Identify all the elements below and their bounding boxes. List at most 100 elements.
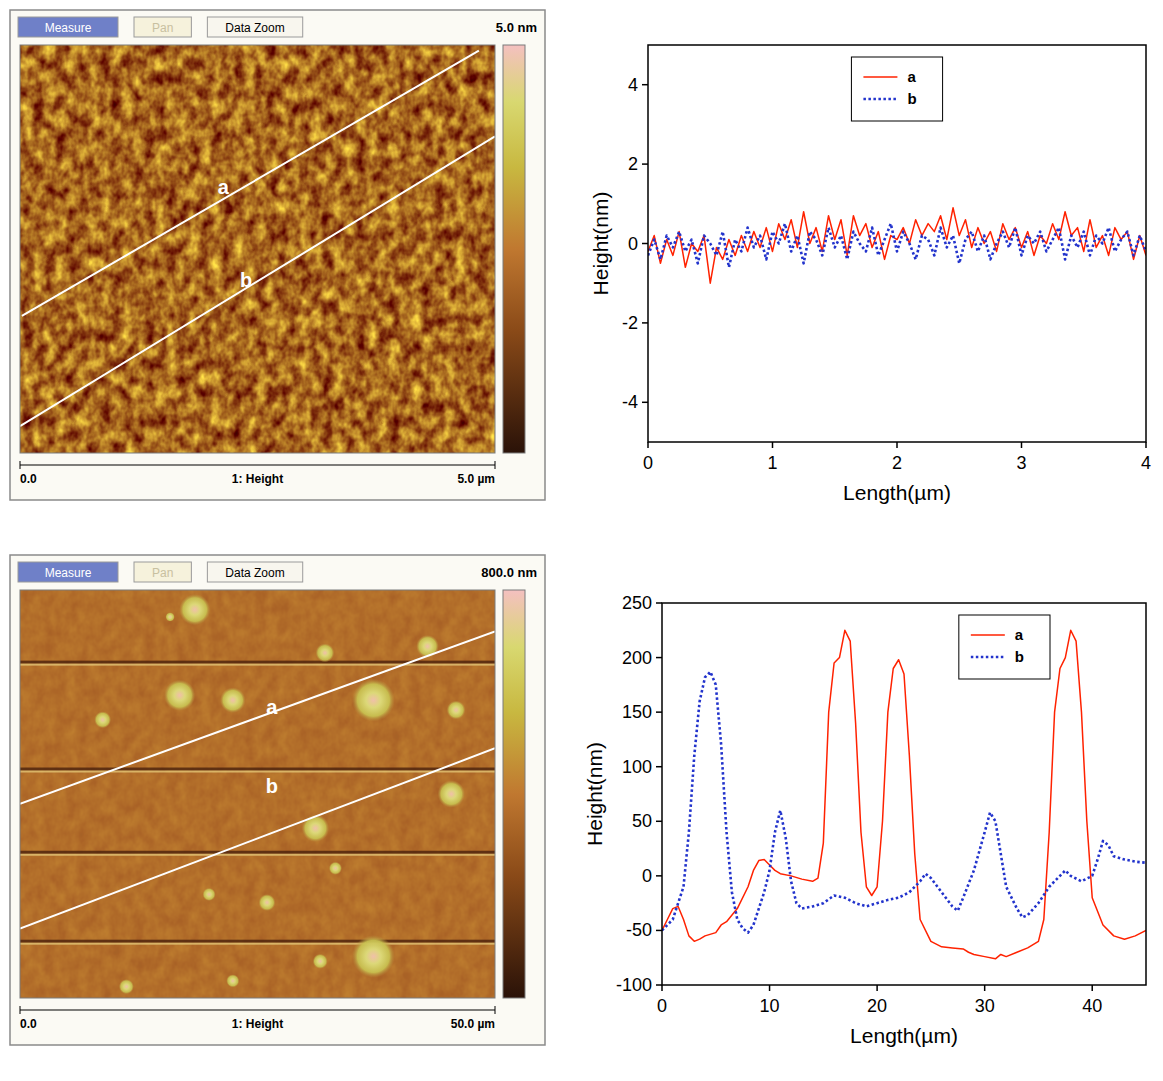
particle bbox=[352, 935, 395, 978]
particle bbox=[94, 711, 111, 728]
z-range-label: 800.0 nm bbox=[481, 565, 537, 580]
scan-streak-light bbox=[20, 664, 495, 666]
legend: ab bbox=[851, 57, 942, 121]
x-tick bbox=[876, 985, 878, 991]
y-tick bbox=[642, 243, 648, 245]
y-tick-label: 0 bbox=[628, 234, 638, 254]
legend-box bbox=[851, 57, 942, 121]
y-tick bbox=[642, 84, 648, 86]
scale-label: 50.0 µm bbox=[451, 1017, 495, 1031]
profile-line bbox=[20, 136, 495, 426]
afm-panel: MeasurePanData Zoom800.0 nmab0.01: Heigh… bbox=[10, 555, 545, 1045]
x-axis-title: Length(µm) bbox=[843, 481, 951, 504]
chart: 010203040-100-50050100150200250Length(µm… bbox=[583, 593, 1146, 1047]
x-tick bbox=[661, 985, 663, 991]
series-line bbox=[648, 208, 1146, 283]
x-tick bbox=[896, 442, 898, 448]
y-tick bbox=[656, 984, 662, 986]
y-tick-label: -100 bbox=[616, 975, 652, 995]
y-tick-label: 150 bbox=[622, 702, 652, 722]
y-tick bbox=[656, 602, 662, 604]
series-line bbox=[648, 224, 1146, 268]
legend-box bbox=[959, 615, 1050, 679]
toolbar-button[interactable] bbox=[207, 562, 302, 582]
toolbar-button[interactable] bbox=[207, 17, 302, 37]
particle bbox=[302, 814, 330, 842]
z-range-label: 5.0 nm bbox=[496, 20, 537, 35]
particle bbox=[352, 679, 395, 722]
y-tick bbox=[656, 657, 662, 659]
particle bbox=[447, 700, 466, 719]
series-line bbox=[662, 630, 1146, 959]
legend-label: a bbox=[907, 68, 916, 85]
x-tick bbox=[772, 442, 774, 448]
chart: 01234-4-2024Length(µm)Height(nm)ab bbox=[589, 45, 1151, 504]
y-axis-title: Height(nm) bbox=[583, 742, 606, 846]
toolbar-label: Data Zoom bbox=[225, 21, 284, 35]
legend-swatch bbox=[971, 656, 1005, 659]
particle bbox=[165, 612, 175, 622]
particle bbox=[179, 594, 210, 625]
colorbar bbox=[503, 45, 525, 453]
y-tick bbox=[656, 766, 662, 768]
scale-ruler-end bbox=[20, 1006, 21, 1014]
legend-label: b bbox=[1015, 648, 1024, 665]
y-tick bbox=[656, 930, 662, 932]
y-tick-label: 4 bbox=[628, 75, 638, 95]
particle bbox=[226, 974, 239, 987]
scale-ruler-end bbox=[495, 461, 496, 469]
x-axis-title: Length(µm) bbox=[850, 1024, 958, 1047]
x-tick-label: 10 bbox=[760, 996, 780, 1016]
scale-label: 5.0 µm bbox=[457, 472, 495, 486]
legend: ab bbox=[959, 615, 1050, 679]
particle bbox=[438, 780, 466, 808]
figure: MeasurePanData Zoom5.0 nmab0.01: Height5… bbox=[0, 0, 1163, 1081]
scale-ruler bbox=[20, 465, 495, 466]
y-tick bbox=[642, 163, 648, 165]
image-texture bbox=[20, 590, 495, 998]
scale-label: 0.0 bbox=[20, 1017, 37, 1031]
particle bbox=[202, 888, 215, 901]
legend-swatch bbox=[863, 98, 897, 101]
particle bbox=[313, 954, 328, 969]
plot-frame bbox=[662, 603, 1146, 985]
plot-area bbox=[662, 630, 1146, 959]
x-tick-label: 2 bbox=[892, 453, 902, 473]
x-tick-label: 0 bbox=[643, 453, 653, 473]
x-tick-label: 40 bbox=[1082, 996, 1102, 1016]
x-tick bbox=[984, 985, 986, 991]
scale-label: 1: Height bbox=[232, 472, 283, 486]
toolbar-label: Measure bbox=[45, 566, 92, 580]
plot-frame bbox=[648, 45, 1146, 442]
toolbar-label: Pan bbox=[152, 21, 173, 35]
scan-streak-light bbox=[20, 854, 495, 856]
scale-ruler-end bbox=[20, 461, 21, 469]
y-tick-label: -50 bbox=[626, 920, 652, 940]
toolbar-button[interactable] bbox=[134, 562, 191, 582]
x-tick bbox=[1091, 985, 1093, 991]
particle bbox=[164, 680, 195, 711]
particle bbox=[315, 643, 334, 662]
y-tick-label: 2 bbox=[628, 154, 638, 174]
profile-label: a bbox=[218, 176, 230, 198]
scale-ruler bbox=[20, 1010, 495, 1011]
y-tick bbox=[656, 821, 662, 823]
legend-swatch bbox=[971, 634, 1005, 636]
afm-image bbox=[20, 45, 495, 453]
image-ground bbox=[20, 590, 495, 998]
toolbar-button[interactable] bbox=[18, 562, 118, 582]
y-tick-label: 0 bbox=[642, 866, 652, 886]
x-tick bbox=[769, 985, 771, 991]
scan-streak-light bbox=[20, 943, 495, 945]
scale-label: 1: Height bbox=[232, 1017, 283, 1031]
particle bbox=[416, 635, 439, 658]
toolbar-button[interactable] bbox=[134, 17, 191, 37]
plot-area bbox=[648, 208, 1146, 283]
toolbar-button[interactable] bbox=[18, 17, 118, 37]
profile-line bbox=[20, 631, 495, 803]
scan-streak bbox=[20, 851, 495, 854]
toolbar-label: Measure bbox=[45, 21, 92, 35]
afm-image bbox=[20, 590, 495, 998]
scan-streak bbox=[20, 661, 495, 664]
legend-swatch bbox=[863, 76, 897, 78]
